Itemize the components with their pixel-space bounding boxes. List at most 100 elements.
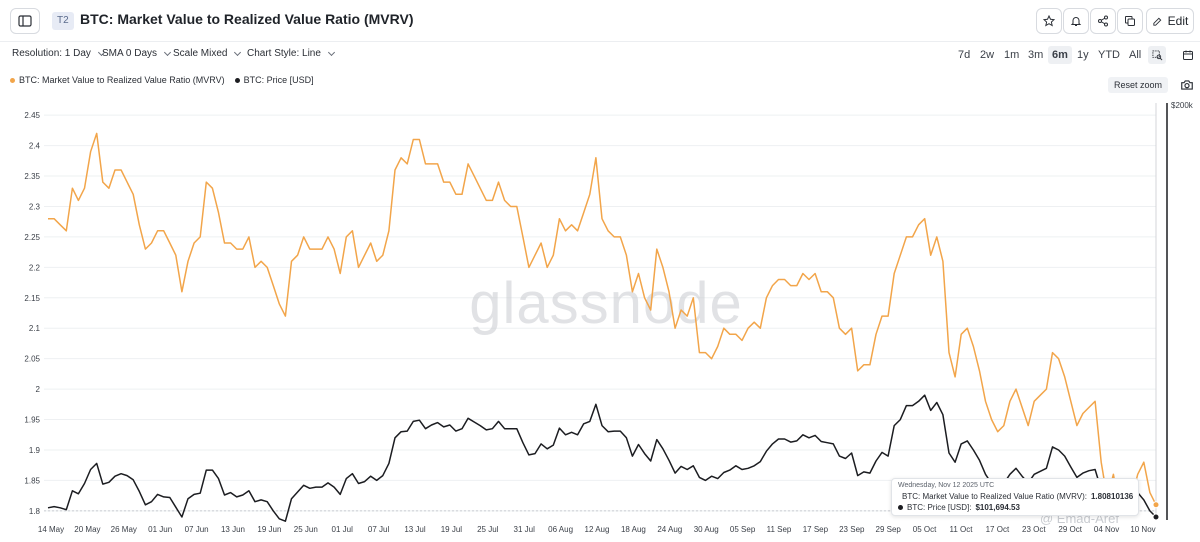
sidebar-toggle-icon [18, 15, 32, 27]
chevron-down-icon [234, 48, 242, 56]
x-tick-label: 29 Oct [1058, 525, 1082, 534]
y-tick-label: 2.25 [24, 233, 40, 242]
x-tick-label: 23 Sep [839, 525, 865, 534]
range-2w[interactable]: 2w [980, 49, 995, 61]
mvrv-hover-point [1152, 501, 1160, 509]
scale-select-label: Scale Mixed [173, 48, 228, 59]
tooltip-mvrv-value: 1.80810136 [1090, 492, 1134, 501]
tooltip-price-label: BTC: Price [USD]: [907, 503, 972, 512]
x-tick-label: 30 Aug [694, 525, 719, 534]
range-6m[interactable]: 6m [1048, 46, 1072, 64]
copy-icon [1125, 16, 1135, 26]
x-tick-label: 04 Nov [1094, 525, 1119, 534]
y-tick-label: 2.4 [29, 142, 41, 151]
camera-icon[interactable] [1180, 78, 1194, 92]
y-tick-label: 2.15 [24, 294, 40, 303]
y-tick-label: 2.3 [29, 202, 41, 211]
share-button[interactable] [1090, 8, 1116, 34]
right-axis-label: $200k [1171, 101, 1194, 110]
calendar-icon [1183, 50, 1193, 60]
price-legend-dot [234, 77, 240, 83]
x-tick-label: 01 Jun [148, 525, 172, 534]
date-range-button[interactable] [1180, 46, 1196, 64]
x-tick-label: 24 Aug [657, 525, 682, 534]
y-tick-label: 2.35 [24, 172, 40, 181]
resolution-select[interactable]: Resolution: 1 Day [12, 48, 105, 59]
range-all[interactable]: All [1129, 49, 1142, 61]
x-tick-label: 13 Jun [221, 525, 245, 534]
x-tick-label: 14 May [38, 525, 64, 534]
chart-style-select-label: Chart Style: Line [247, 48, 321, 59]
x-tick-label: 20 May [74, 525, 100, 534]
legend-price-label: BTC: Price [USD] [243, 75, 314, 85]
edit-button[interactable]: Edit [1146, 8, 1194, 34]
tooltip-mvrv-label: BTC: Market Value to Realized Value Rati… [902, 492, 1087, 501]
legend-item-price[interactable]: BTC: Price [USD] [234, 75, 314, 85]
x-tick-label: 01 Jul [332, 525, 354, 534]
x-tick-label: 18 Aug [621, 525, 646, 534]
chart-style-select[interactable]: Chart Style: Line [247, 48, 335, 59]
y-tick-label: 1.8 [29, 507, 41, 516]
y-tick-label: 2.2 [29, 263, 41, 272]
range-1y[interactable]: 1y [1077, 49, 1089, 61]
reset-zoom-button[interactable]: Reset zoom [1108, 77, 1169, 93]
y-tick-label: 2.05 [24, 355, 40, 364]
scale-select[interactable]: Scale Mixed [173, 48, 242, 59]
x-tick-label: 31 Jul [514, 525, 536, 534]
range-1m[interactable]: 1m [1004, 49, 1020, 61]
edit-button-label: Edit [1167, 14, 1189, 28]
x-tick-label: 26 May [111, 525, 137, 534]
page-title: BTC: Market Value to Realized Value Rati… [80, 11, 414, 27]
glassnode-watermark: glassnode [469, 271, 742, 336]
x-tick-label: 11 Sep [767, 525, 792, 534]
favorite-button[interactable] [1036, 8, 1062, 34]
x-tick-label: 06 Aug [548, 525, 573, 534]
pencil-icon [1153, 17, 1162, 26]
range-ytd[interactable]: YTD [1098, 49, 1120, 61]
zoom-select-button[interactable] [1148, 46, 1166, 64]
x-tick-label: 13 Jul [404, 525, 426, 534]
mvrv-legend-dot [10, 77, 15, 83]
y-tick-label: 2.45 [24, 111, 40, 120]
x-tick-label: 10 Nov [1130, 525, 1155, 534]
range-7d[interactable]: 7d [958, 49, 971, 61]
tooltip-row-mvrv: BTC: Market Value to Realized Value Rati… [898, 491, 1134, 502]
x-tick-label: 23 Oct [1022, 525, 1046, 534]
price-series-line [47, 394, 1157, 522]
legend-mvrv-label: BTC: Market Value to Realized Value Rati… [19, 75, 225, 85]
hover-points [1152, 501, 1160, 521]
tooltip-date: Wednesday, Nov 12 2025 UTC [898, 482, 995, 489]
price-dot [898, 505, 903, 510]
duplicate-button[interactable] [1117, 8, 1143, 34]
alert-button[interactable] [1063, 8, 1089, 34]
chevron-down-icon [327, 48, 335, 56]
x-tick-label: 25 Jul [477, 525, 499, 534]
tooltip-price-value: $101,694.53 [975, 503, 1020, 512]
x-tick-label: 17 Oct [986, 525, 1010, 534]
range-3m[interactable]: 3m [1028, 49, 1044, 61]
legend-item-mvrv[interactable]: BTC: Market Value to Realized Value Rati… [10, 75, 225, 85]
y-tick-label: 1.85 [24, 476, 40, 485]
x-tick-label: 07 Jul [368, 525, 390, 534]
tier-badge: T2 [52, 12, 74, 30]
x-tick-label: 17 Sep [803, 525, 829, 534]
sidebar-toggle-button[interactable] [10, 8, 40, 34]
chart-toolbar: Resolution: 1 Day SMA 0 Days Scale Mixed… [0, 42, 1200, 68]
mvrv-price-chart[interactable]: glassnode 1.8 1.85 1.9 1.95 2 2.05 2.1 2.15 2.2 2… [0, 95, 1200, 542]
chevron-down-icon [163, 48, 172, 56]
y-tick-label: 2.1 [29, 324, 41, 333]
grid-lines [44, 114, 1156, 512]
share-icon [1098, 15, 1108, 27]
x-tick-label: 25 Jun [294, 525, 318, 534]
y-tick-label: 1.9 [29, 446, 41, 455]
resolution-select-label: Resolution: 1 Day [12, 48, 91, 59]
star-icon [1043, 15, 1055, 27]
sma-select-label: SMA 0 Days [102, 48, 158, 59]
sma-select[interactable]: SMA 0 Days [102, 48, 172, 59]
x-tick-label: 11 Oct [950, 525, 974, 534]
price-hover-point [1152, 513, 1160, 521]
tooltip-row-price: BTC: Price [USD]: $101,694.53 [898, 502, 1132, 513]
y-tick-label: 2 [36, 385, 41, 394]
y-axis-left: 1.8 1.85 1.9 1.95 2 2.05 2.1 2.15 2.2 2.25 2.3 2.35… [24, 111, 40, 516]
mvrv-series-line [48, 132, 1157, 512]
